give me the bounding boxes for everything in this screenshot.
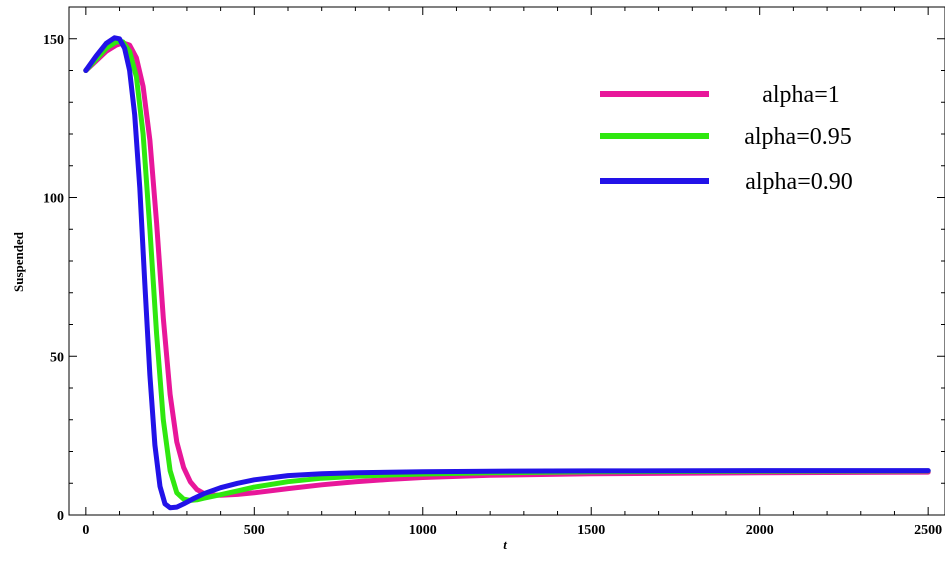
legend: alpha=1 alpha=0.95 alpha=0.90 [600,82,853,195]
y-tick-label: 100 [43,192,64,207]
x-axis-title: t [503,537,507,552]
series-lines [83,35,931,511]
x-tick-label: 1000 [409,523,437,538]
legend-label-3: alpha=0.90 [745,169,853,195]
x-tick-label: 2000 [746,523,774,538]
legend-label-1: alpha=1 [762,82,840,108]
series-line-2 [83,39,931,503]
series-line-1 [83,40,931,498]
x-tick-label: 0 [82,523,89,538]
y-tick-label: 50 [50,350,64,365]
legend-label-2: alpha=0.95 [744,124,852,150]
y-axis-title: Suspended [11,231,26,292]
y-tick-label: 0 [57,509,64,524]
axis-tick-labels: 0 500 1000 1500 2000 2500 0 50 100 150 [43,33,942,538]
series-line-3 [83,35,931,511]
y-tick-label: 150 [43,33,64,48]
x-tick-label: 500 [244,523,265,538]
x-tick-label: 2500 [914,523,942,538]
axis-ticks [69,6,945,516]
x-tick-label: 1500 [577,523,605,538]
